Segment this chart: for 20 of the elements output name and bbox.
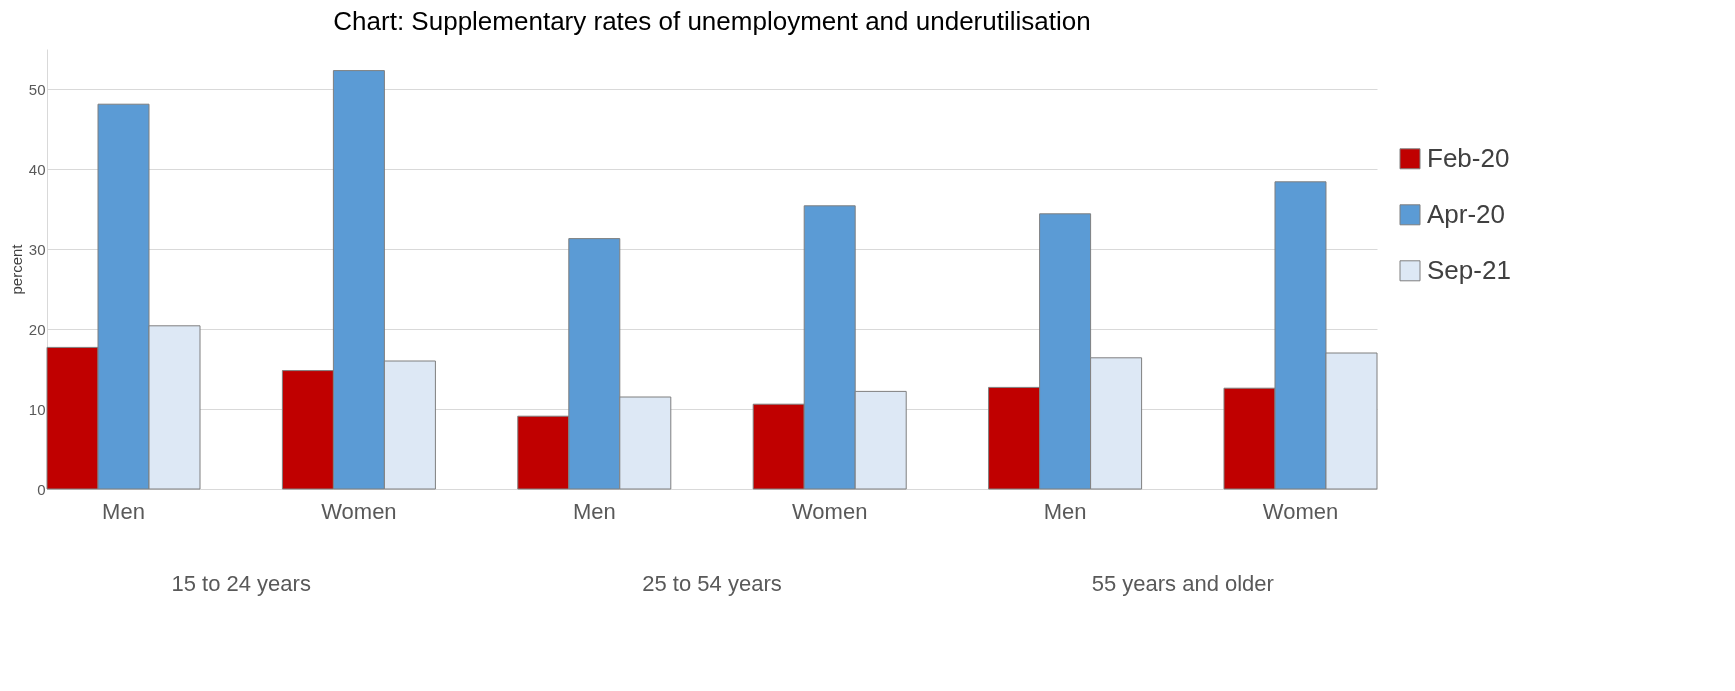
text: 55 years and older xyxy=(1091,571,1274,596)
legend-label: Feb-20 xyxy=(1427,142,1510,173)
text: 25 to 54 years xyxy=(642,571,782,596)
y-tick-label: 40 xyxy=(28,160,46,178)
y-tick-label: 50 xyxy=(28,80,46,98)
legend-label: Apr-20 xyxy=(1427,198,1506,229)
x-tick-label: Men xyxy=(1043,498,1087,524)
legend-label: Sep-21 xyxy=(1427,254,1511,285)
chart-title: Chart: Supplementary rates of unemployment and underutilisation xyxy=(333,6,1091,36)
y-tick-label: 10 xyxy=(28,400,46,418)
x-tick-label: Women xyxy=(321,498,397,524)
y-tick-label: 20 xyxy=(28,320,46,338)
x-tick-label: Men xyxy=(572,498,616,524)
y-axis-title: percent xyxy=(7,243,25,295)
x-tick-label: Women xyxy=(792,498,868,524)
y-tick-label: 0 xyxy=(37,480,46,498)
text: 15 to 24 years xyxy=(171,571,311,596)
x-tick-label: Women xyxy=(1262,498,1339,524)
y-tick-label: 30 xyxy=(28,240,46,258)
x-tick-label: Men xyxy=(102,498,145,524)
